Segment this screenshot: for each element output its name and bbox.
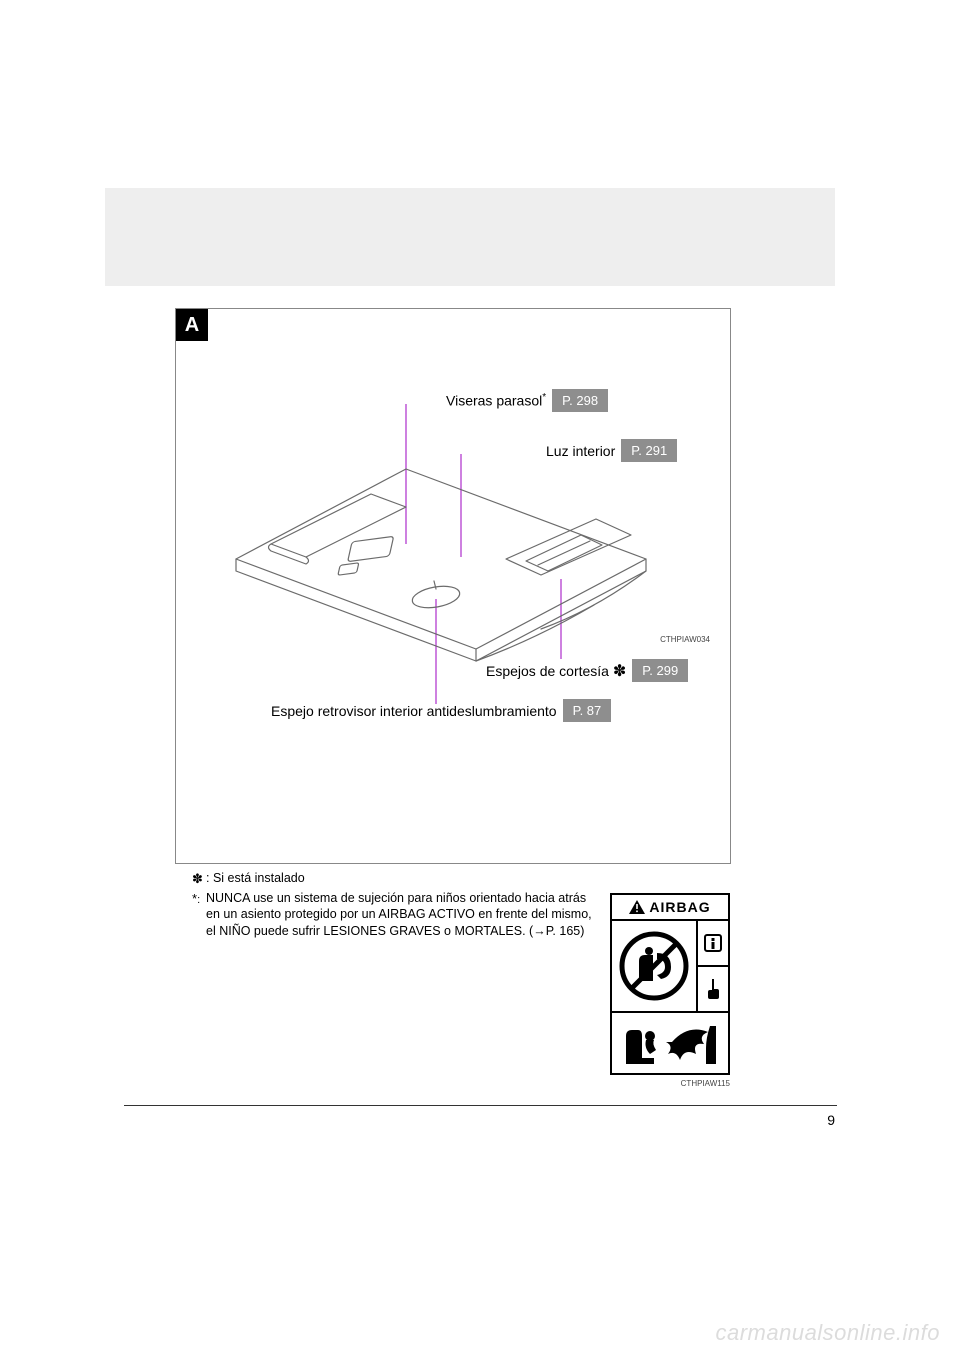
footnote-star: ✽ : Si está instalado <box>192 870 602 888</box>
callout-vanity: Espejos de cortesía ✽ P. 299 <box>486 659 688 682</box>
callout-dome: Luz interior P. 291 <box>546 439 677 462</box>
airbag-label: AIRBAG <box>610 893 730 1088</box>
airbag-prohibit-icon <box>612 921 698 1011</box>
airbag-title: AIRBAG <box>649 899 710 915</box>
callout-vanity-label: Espejos de cortesía ✽ <box>486 663 626 679</box>
airbag-code: CTHPIAW115 <box>610 1079 730 1088</box>
airbag-header: AIRBAG <box>610 893 730 921</box>
callout-visors-page: P. 298 <box>552 389 608 412</box>
airbag-footer-icon <box>610 1013 730 1075</box>
page: A <box>0 0 960 1358</box>
manual-icon <box>698 921 728 967</box>
callout-dome-page: P. 291 <box>621 439 677 462</box>
callout-dome-label: Luz interior <box>546 443 615 459</box>
watermark: carmanualsonline.info <box>715 1320 940 1346</box>
callout-mirror: Espejo retrovisor interior antideslumbra… <box>271 699 611 722</box>
page-rule <box>124 1105 837 1106</box>
warning-triangle-icon <box>629 900 645 914</box>
page-number: 9 <box>827 1112 835 1128</box>
footnotes: ✽ : Si está instalado *: NUNCA use un si… <box>192 870 602 942</box>
footnote-asterisk: *: NUNCA use un sistema de sujeción para… <box>192 890 602 941</box>
callout-mirror-label: Espejo retrovisor interior antideslumbra… <box>271 703 557 719</box>
figure-code: CTHPIAW034 <box>660 635 710 644</box>
callout-vanity-page: P. 299 <box>632 659 688 682</box>
callout-mirror-page: P. 87 <box>563 699 612 722</box>
header-band <box>105 188 835 286</box>
figure-frame: A <box>175 308 731 864</box>
callout-visors: Viseras parasol* P. 298 <box>446 389 608 412</box>
callout-visors-label: Viseras parasol* <box>446 392 546 409</box>
hand-point-icon <box>698 967 728 1011</box>
